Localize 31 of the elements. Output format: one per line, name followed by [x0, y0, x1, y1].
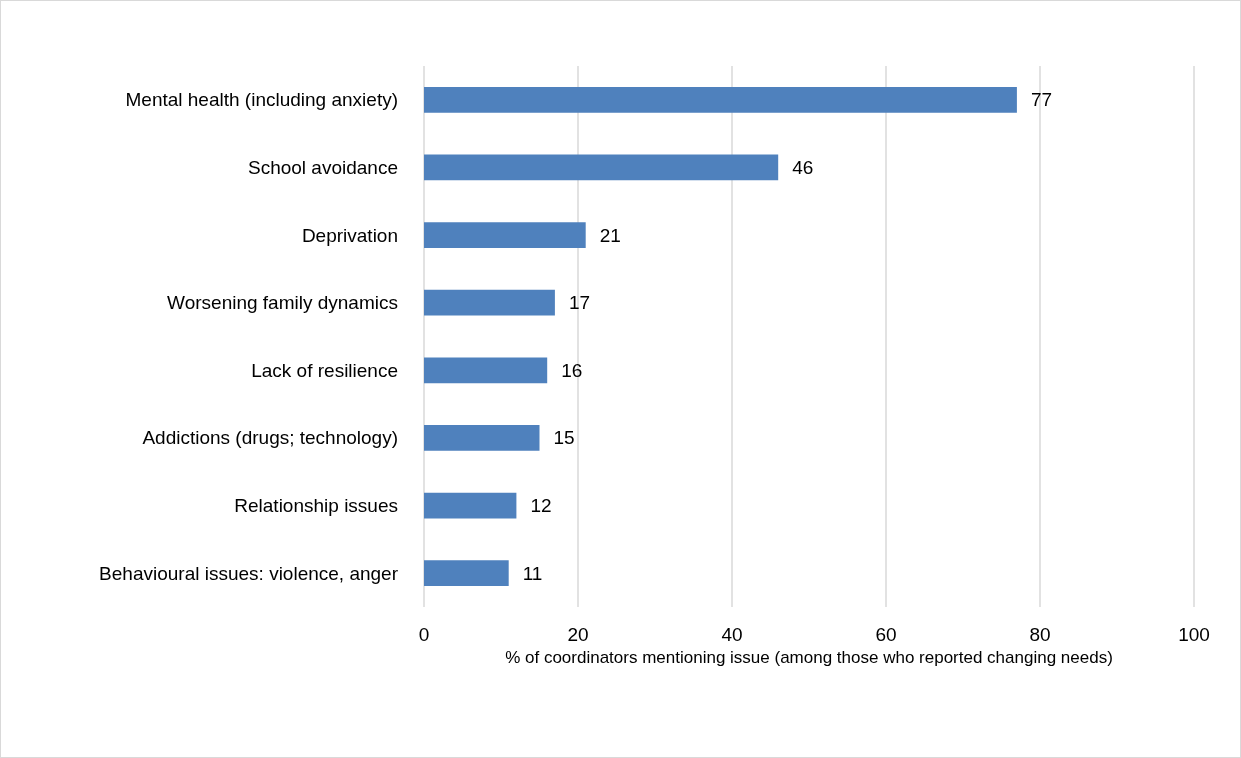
y-tick-label: Mental health (including anxiety): [125, 89, 398, 111]
y-tick-label: Addictions (drugs; technology): [142, 427, 398, 449]
x-tick-label: 60: [875, 624, 897, 645]
data-label: 16: [561, 359, 583, 381]
bar: [424, 357, 548, 384]
data-label: 46: [792, 156, 814, 178]
x-tick-label: 80: [1029, 624, 1051, 645]
bar: [424, 492, 517, 519]
y-tick-label: School avoidance: [248, 156, 398, 178]
y-tick-label: Deprivation: [301, 224, 398, 246]
x-tick-label: 100: [1178, 624, 1210, 645]
y-tick-label: Worsening family dynamics: [167, 292, 398, 314]
data-label: 17: [568, 292, 591, 314]
data-label: 15: [553, 427, 575, 449]
data-label: 77: [1030, 89, 1053, 111]
data-label: 21: [599, 224, 621, 246]
bar: [424, 154, 779, 181]
x-tick-label: 20: [567, 624, 589, 645]
data-label: 12: [530, 495, 552, 517]
bar: [424, 222, 586, 248]
bar: [424, 560, 509, 587]
bar: [424, 86, 1017, 113]
x-tick-label: 0: [418, 624, 430, 645]
bar: [424, 289, 555, 316]
y-tick-label: Lack of resilience: [251, 359, 398, 381]
bar: [424, 425, 540, 451]
y-tick-label: Relationship issues: [234, 495, 398, 517]
x-tick-label: 40: [721, 624, 743, 645]
x-axis-title: % of coordinators mentioning issue (among those who reported changing needs): [505, 648, 1113, 667]
y-tick-label: Behavioural issues: violence, anger: [99, 562, 399, 584]
data-label: 11: [522, 562, 543, 584]
